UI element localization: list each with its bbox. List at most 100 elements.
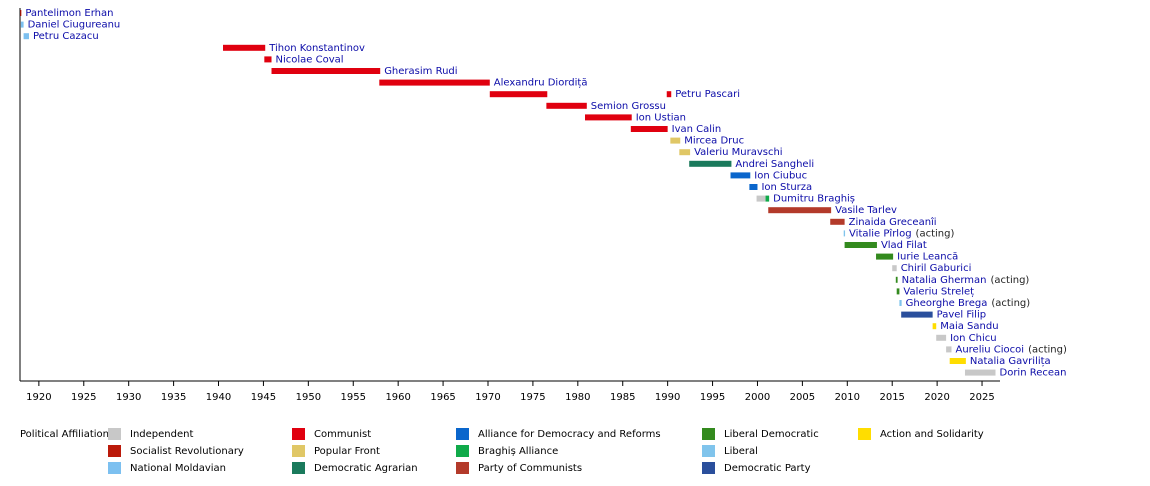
x-tick-label: 1925 [71,392,96,403]
pm-name: Aureliu Ciocoi [955,344,1024,355]
term-bar [749,184,758,190]
term-bar [901,311,933,318]
pm-name: Mircea Druc [684,136,744,147]
legend-swatch [702,428,715,440]
x-tick-label: 1965 [430,392,455,403]
x-tick-label: 2010 [835,392,860,403]
x-tick-label: 1995 [700,392,725,403]
pm-name: Vitalie Pîrlog [849,227,912,239]
term-bar [20,10,22,16]
term-bar [768,207,832,214]
pm-label: Maia Sandu [940,321,998,332]
pm-name: Ivan Calin [672,124,722,135]
legend-swatch [292,428,305,440]
term-bar [830,218,845,225]
term-bar [670,137,681,144]
pm-name: Valeriu Muravschi [694,147,782,158]
pm-label: Gherasim Rudi [384,66,457,77]
x-tick-label: 1945 [251,392,276,403]
pm-label: Aureliu Ciocoi (acting) [955,344,1066,355]
legend-label: Alliance for Democracy and Reforms [478,429,661,440]
term-bar [896,288,900,295]
pm-label: Vlad Filat [881,240,927,251]
legend-swatch [108,445,121,457]
term-bar [585,114,632,121]
legend-swatch [456,462,469,474]
pm-name: Gherasim Rudi [384,66,457,77]
pm-label: Dumitru Braghiș [773,194,855,205]
pm-note: (acting) [916,228,955,239]
pm-label: Natalia Gherman (acting) [902,275,1030,286]
pm-note: (acting) [991,298,1030,309]
pm-name: Nicolae Coval [276,54,344,65]
pm-label: Ion Ustian [636,112,686,123]
term-bar [271,68,381,74]
term-bar [756,195,766,202]
term-bar [843,230,846,237]
legend-swatch [108,428,121,440]
pm-name: Chiril Gaburici [901,263,972,274]
pm-label: Zinaida Greceanîi [849,216,937,228]
pm-name: Pavel Filip [937,310,986,321]
pm-name: Petru Cazacu [33,31,99,42]
pm-label: Semion Grossu [591,101,666,112]
term-bar [223,44,266,51]
pm-name: Dumitru Braghiș [773,194,855,205]
term-bar [936,334,947,341]
term-bar [630,126,668,132]
legend-label: Liberal [724,446,758,457]
x-tick-label: 2005 [790,392,815,403]
pm-name: Tihon Konstantinov [268,43,365,54]
term-bar [876,253,894,260]
term-bar [964,369,996,376]
legend-swatch [108,462,121,474]
pm-label: Mircea Druc [684,136,744,147]
term-bar [895,276,898,283]
x-tick-label: 1985 [610,392,635,403]
legend-swatch [456,428,469,440]
legend-swatch [292,462,305,474]
term-bar [730,172,751,179]
pm-label: Chiril Gaburici [901,263,972,274]
legend-label: Communist [314,429,371,440]
legend-label: Democratic Party [724,463,811,474]
x-tick-label: 2000 [745,392,770,403]
x-tick-label: 1940 [206,392,231,403]
term-bar [489,91,548,98]
legend-label: National Moldavian [130,463,226,474]
pm-label: Petru Cazacu [33,31,99,42]
pm-note: (acting) [1028,344,1067,355]
pm-name: Semion Grossu [591,101,666,112]
x-tick-label: 1960 [385,392,410,403]
pm-label: Iurie Leancă [897,252,958,263]
pm-name: Andrei Sangheli [735,159,814,170]
x-tick-label: 1950 [296,392,321,403]
pm-label: Tihon Konstantinov [268,43,365,54]
x-tick-label: 1930 [116,392,141,403]
term-bar [892,265,897,272]
pm-label: Ivan Calin [672,124,722,135]
legend-label: Socialist Revolutionary [130,446,244,457]
legend-swatch [702,445,715,457]
term-bar [765,195,770,202]
legend-label: Popular Front [314,446,380,457]
pm-name: Petru Pascari [675,89,740,100]
pm-label: Valeriu Muravschi [694,147,782,158]
pm-label: Ion Chicu [950,333,997,344]
pm-name: Ion Chicu [950,333,997,344]
x-tick-label: 1975 [520,392,545,403]
pm-name: Pantelimon Erhan [25,8,113,19]
pm-label: Ion Ciubuc [754,170,807,181]
legend-label: Action and Solidarity [880,429,984,440]
x-tick-label: 2020 [924,392,949,403]
legend-swatch [858,428,871,440]
pm-note: (acting) [991,275,1030,286]
pm-name: Dorin Recean [1000,368,1067,379]
legend-label: Democratic Agrarian [314,463,418,474]
legend-label: Braghiș Alliance [478,446,558,457]
x-tick-label: 1990 [655,392,680,403]
pm-name: Alexandru Diordiță [494,78,588,89]
term-bar [844,242,877,248]
pm-label: Pavel Filip [937,310,986,321]
